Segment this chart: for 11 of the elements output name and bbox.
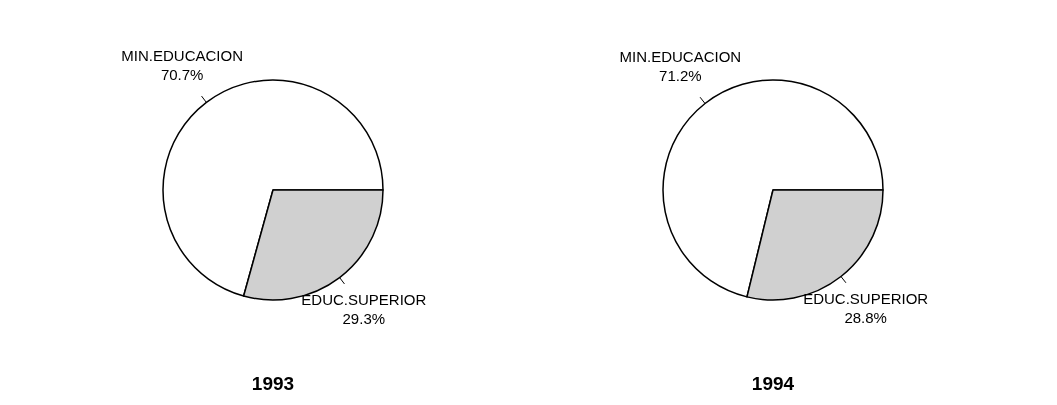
- text: 1994: [751, 373, 795, 394]
- slice-label: MIN.EDUCACION: [121, 46, 244, 64]
- slice-label: EDUC.SUPERIOR: [301, 291, 427, 309]
- data-label: 70.7%: [160, 65, 204, 83]
- data-label: 28.8%: [844, 309, 887, 327]
- slice-label: EDUC.SUPERIOR: [803, 290, 929, 308]
- text: 1993: [251, 373, 295, 394]
- data-label: 29.3%: [342, 310, 386, 328]
- pie-slice: [162, 79, 384, 297]
- slice-label: MIN.EDUCACION: [619, 47, 742, 65]
- data-label: 71.2%: [659, 66, 702, 84]
